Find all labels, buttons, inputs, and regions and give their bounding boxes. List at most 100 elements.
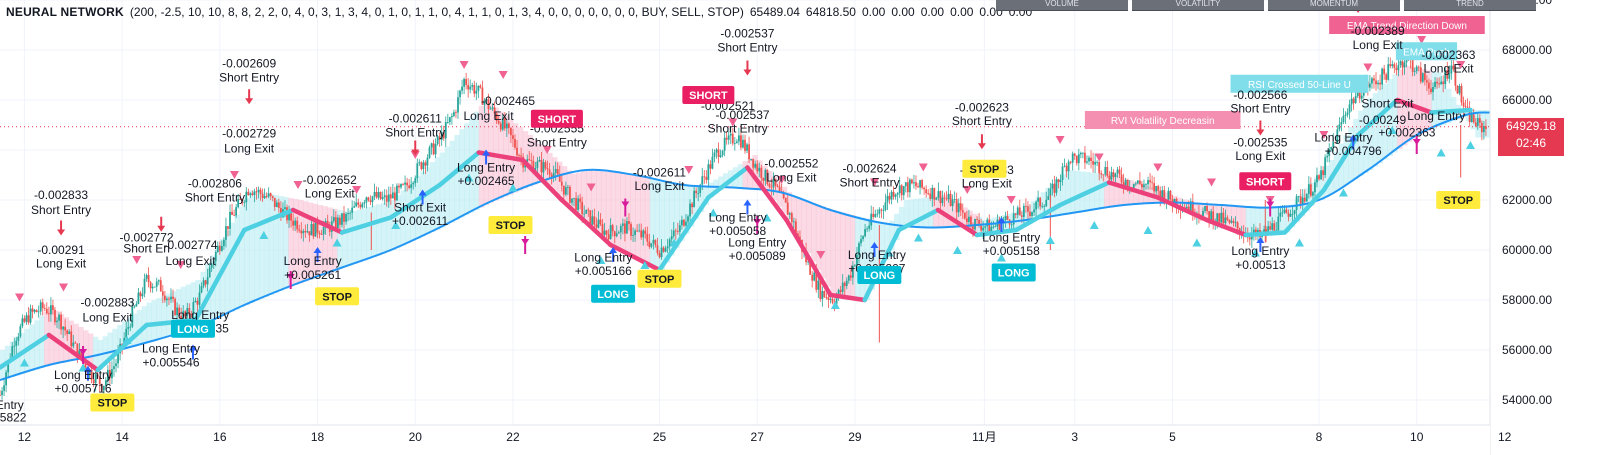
badge-text-8: STOP	[322, 291, 352, 303]
tab-trend[interactable]: TREND	[1404, 0, 1536, 11]
candle-body	[247, 191, 250, 196]
candle-body	[1, 390, 3, 396]
cloud-slice	[913, 198, 920, 226]
candle-body	[707, 164, 710, 180]
candle-body	[1470, 114, 1473, 123]
candle-body	[1326, 155, 1329, 158]
candle-body	[729, 133, 732, 136]
candle-body	[216, 245, 219, 253]
indicator-name[interactable]: NEURAL NETWORK	[6, 5, 124, 19]
candle-body	[259, 189, 262, 194]
candle-body	[481, 87, 484, 105]
ema-line	[0, 111, 1491, 381]
candle-body	[664, 248, 667, 252]
legend-value-1: 65489.04	[749, 5, 800, 19]
cloud-slice	[801, 199, 807, 245]
x-tick-label-4: 20	[409, 430, 423, 444]
candle-body	[737, 135, 740, 142]
candle-body	[717, 149, 720, 157]
candle-body	[1210, 211, 1213, 220]
candle-body	[1041, 206, 1044, 208]
time-axis: 12 14 16 18 20 22 25 27 29 11月 3 5 8 10 12	[0, 424, 1512, 455]
cloud-slice	[87, 333, 94, 363]
candle-body	[308, 231, 311, 236]
candle-body	[45, 308, 48, 314]
candle-body	[794, 221, 797, 234]
candle-body	[23, 318, 26, 322]
cloud-slice	[1240, 206, 1247, 234]
time-axis-bg	[0, 425, 1490, 455]
candle-body	[383, 195, 386, 198]
candle-body	[609, 225, 612, 240]
candle-body	[955, 199, 958, 213]
candle-body	[159, 280, 162, 292]
candle-body	[1423, 73, 1426, 81]
candle-body	[597, 219, 600, 228]
candle-body	[1236, 222, 1239, 229]
candle-body	[1025, 205, 1027, 207]
cloud-slice	[840, 212, 846, 297]
candle-body	[1281, 212, 1284, 214]
candle-body	[799, 236, 801, 240]
candle-body	[933, 187, 936, 200]
candle-body	[1454, 69, 1457, 86]
candle-body	[475, 90, 478, 94]
candle-body	[906, 182, 909, 193]
candle-body	[218, 245, 221, 251]
cloud-slice	[620, 173, 626, 250]
candle-body	[495, 113, 498, 121]
candle-body	[1415, 66, 1418, 72]
candle-body	[831, 298, 834, 303]
candle-body	[1116, 169, 1119, 174]
down-triangle-marker	[1207, 178, 1217, 187]
signal-text-33: Long Exit	[464, 109, 515, 123]
candle-body	[1381, 68, 1384, 85]
candle-body	[188, 308, 191, 315]
candle-body	[430, 143, 433, 148]
sell-arrow-head	[57, 229, 66, 236]
candle-body	[819, 280, 822, 300]
x-tick-label-11: 5	[1169, 430, 1176, 444]
tab-volatility[interactable]: VOLATILITY	[1132, 0, 1264, 11]
candle-body	[577, 198, 579, 211]
cloud-slice	[708, 182, 714, 198]
badge-text-10: STOP	[645, 274, 675, 286]
candle-body	[117, 353, 119, 364]
candle-body	[229, 211, 231, 229]
cloud-slice	[327, 207, 333, 273]
candle-body	[1482, 126, 1485, 133]
candle-body	[862, 236, 864, 240]
candle-body	[1421, 73, 1424, 82]
tab-momentum[interactable]: MOMENTUM	[1268, 0, 1400, 11]
candle-body	[788, 213, 791, 215]
info-label-text-1: EMA Push	[1403, 47, 1450, 58]
candle-body	[1202, 210, 1204, 218]
candle-body	[815, 272, 818, 290]
cloud-slice	[718, 176, 724, 190]
cloud-slice	[273, 195, 280, 293]
cloud-slice	[63, 317, 69, 362]
signal-text-64: Short Entry	[1230, 102, 1290, 116]
tab-volume[interactable]: VOLUME	[996, 0, 1128, 11]
down-triangle-marker	[59, 283, 69, 292]
indicator-legend[interactable]: NEURAL NETWORK (200, -2.5, 10, 10, 8, 8,…	[6, 3, 1038, 21]
signal-text-1: Short Entry	[31, 203, 91, 217]
down-triangle-marker	[816, 251, 826, 259]
candle-body	[463, 79, 465, 87]
last-price-value: 64929.18	[1505, 118, 1557, 133]
candle-body	[1073, 153, 1076, 156]
cloud-slice	[1211, 204, 1218, 222]
candle-body	[347, 213, 349, 215]
candle-body	[715, 149, 718, 153]
candle-body	[703, 176, 706, 178]
candle-body	[267, 193, 270, 197]
candle-body	[111, 369, 113, 379]
cloud-slice	[200, 271, 206, 326]
signal-text-18: -0.002806	[188, 177, 242, 191]
cloud-slice	[610, 172, 617, 245]
candle-body	[225, 226, 227, 240]
candle-body	[976, 219, 978, 220]
candle-body	[1189, 201, 1192, 212]
